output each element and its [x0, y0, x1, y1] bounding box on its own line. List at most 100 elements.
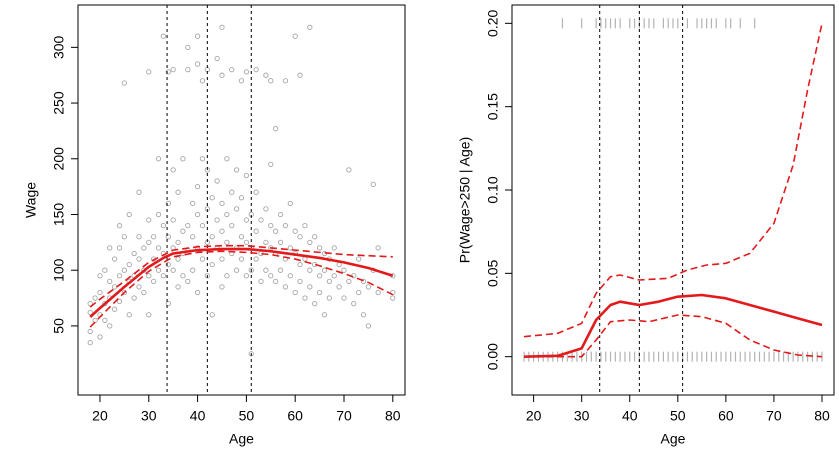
data-point	[331, 273, 337, 279]
data-point	[165, 300, 171, 307]
y-tick-label: 200	[51, 147, 67, 171]
data-point	[111, 284, 118, 290]
data-point	[219, 24, 225, 30]
x-tick-label: 80	[385, 408, 401, 424]
data-point	[238, 234, 245, 240]
data-point	[360, 312, 367, 318]
data-point	[331, 245, 337, 251]
x-tick-label: 30	[141, 408, 157, 424]
data-point	[160, 273, 167, 279]
data-point	[102, 267, 108, 273]
data-point	[175, 239, 181, 245]
data-point	[121, 80, 128, 86]
data-point	[355, 256, 362, 262]
data-point	[341, 267, 347, 273]
confidence-band	[89, 250, 394, 328]
data-point	[87, 309, 93, 316]
plot-area	[87, 5, 396, 395]
panel: 20 30 40 50 60 70 80 50 100 150 200 250 300 Age Wage	[23, 4, 406, 447]
data-point	[190, 267, 196, 273]
data-point	[194, 211, 201, 218]
data-point	[214, 55, 220, 62]
data-point	[238, 78, 245, 84]
data-point	[263, 239, 269, 245]
data-point	[316, 289, 323, 296]
data-point	[224, 239, 230, 245]
data-point	[97, 334, 103, 340]
data-point	[219, 72, 225, 78]
data-point	[180, 228, 186, 234]
data-point	[224, 211, 230, 218]
y-tick-label: 0.05	[485, 259, 501, 286]
data-point	[297, 72, 303, 78]
x-tick-label: 20	[92, 408, 108, 424]
data-point	[199, 156, 206, 162]
data-point	[268, 273, 274, 279]
data-point	[102, 317, 108, 323]
data-point	[277, 239, 284, 245]
data-point	[341, 295, 347, 301]
x-tick-label: 80	[814, 408, 830, 424]
data-point	[121, 267, 128, 273]
data-point	[375, 245, 381, 251]
data-point	[292, 33, 298, 39]
data-point	[355, 289, 362, 296]
plot-frame	[77, 4, 406, 396]
data-point	[297, 278, 303, 284]
data-point	[155, 211, 162, 218]
confidence-band	[523, 23, 823, 338]
data-point	[307, 239, 313, 245]
data-point	[146, 273, 152, 279]
data-point	[326, 295, 333, 301]
y-axis-label: Wage	[23, 182, 39, 218]
y-tick-label: 0.20	[485, 9, 501, 36]
data-point	[136, 256, 142, 262]
data-point	[126, 312, 132, 318]
data-point	[175, 256, 181, 262]
data-point	[209, 261, 215, 268]
data-point	[146, 217, 152, 223]
x-tick-label: 40	[190, 408, 206, 424]
data-point	[253, 228, 259, 234]
data-point	[194, 33, 201, 39]
data-point	[360, 278, 367, 284]
data-point	[365, 284, 372, 290]
data-point	[87, 339, 93, 346]
data-point	[160, 222, 167, 229]
data-point	[248, 267, 254, 273]
data-point	[141, 289, 147, 296]
data-point	[258, 217, 264, 223]
data-point	[121, 289, 128, 296]
data-point	[229, 189, 235, 195]
data-point	[199, 78, 206, 84]
x-tick-label: 60	[287, 408, 303, 424]
y-tick-label: 300	[51, 35, 67, 59]
data-point	[155, 267, 162, 273]
data-point	[312, 300, 318, 307]
data-point	[238, 195, 245, 201]
data-point	[165, 69, 171, 75]
data-point	[336, 284, 342, 290]
data-point	[326, 278, 333, 284]
data-point	[268, 161, 274, 167]
y-tick-label: 0.00	[485, 343, 501, 370]
data-point	[365, 323, 372, 329]
data-point	[136, 189, 142, 195]
x-tick-label: 30	[574, 408, 590, 424]
data-point	[321, 267, 328, 273]
plot-area	[523, 5, 823, 395]
data-point	[229, 222, 235, 229]
data-point	[170, 267, 176, 273]
data-point	[268, 78, 274, 84]
data-point	[116, 298, 123, 305]
data-point	[233, 267, 240, 273]
data-point	[175, 284, 181, 290]
data-point	[297, 261, 303, 268]
data-point	[92, 295, 98, 301]
data-point	[351, 300, 357, 307]
x-tick-label: 20	[526, 408, 542, 424]
x-axis-label: Age	[661, 431, 686, 447]
data-point	[107, 323, 113, 329]
